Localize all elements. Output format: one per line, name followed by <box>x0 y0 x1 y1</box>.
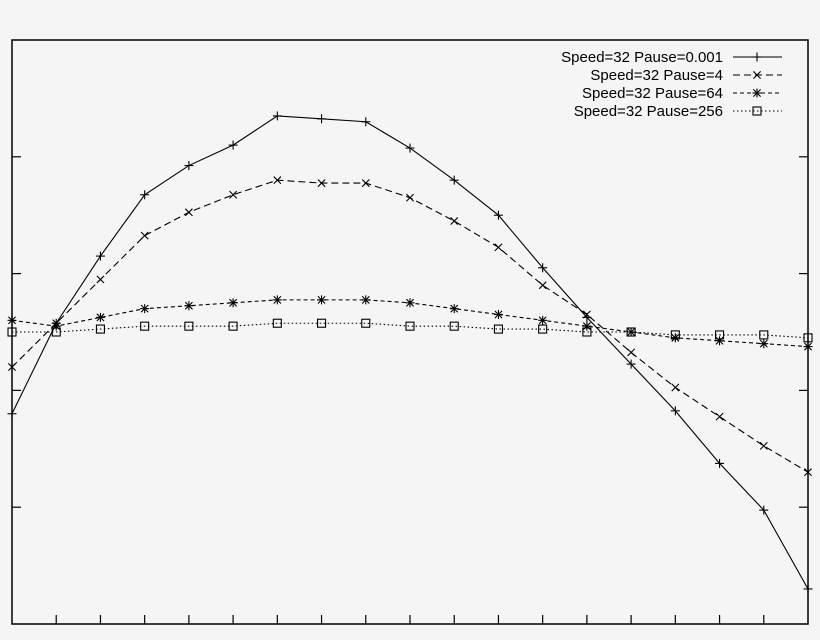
data-point <box>272 111 282 121</box>
data-point <box>670 330 680 340</box>
data-point <box>406 193 414 202</box>
data-point <box>361 295 371 305</box>
data-point <box>228 298 238 308</box>
legend-label: Speed=32 Pause=0.001 <box>561 49 723 66</box>
data-point <box>228 321 238 331</box>
data-point <box>317 114 327 124</box>
data-point <box>538 281 547 290</box>
data-point <box>184 161 194 171</box>
data-point <box>759 505 769 515</box>
data-point <box>405 143 415 153</box>
data-point <box>493 324 503 334</box>
data-point <box>450 217 459 226</box>
data-point <box>95 251 105 261</box>
data-point <box>317 318 327 328</box>
series-lines <box>11 115 809 590</box>
data-point <box>759 339 769 349</box>
data-point <box>715 458 725 468</box>
data-point <box>494 243 503 252</box>
data-point <box>803 333 813 343</box>
data-point <box>627 348 636 357</box>
data-point <box>95 312 105 322</box>
data-point <box>229 190 238 199</box>
data-point <box>582 310 591 319</box>
data-point <box>538 324 548 334</box>
data-point <box>273 176 282 185</box>
data-point <box>184 301 194 311</box>
data-point <box>493 309 503 319</box>
data-point <box>715 412 724 421</box>
legend-swatch-marker <box>752 88 762 98</box>
data-point <box>715 330 725 340</box>
data-point <box>184 208 193 217</box>
data-point <box>582 321 592 331</box>
data-point <box>228 140 238 150</box>
data-point <box>582 327 592 337</box>
legend-label: Speed=32 Pause=4 <box>590 67 723 84</box>
plot-frame <box>11 39 809 625</box>
data-point <box>95 324 105 334</box>
data-point <box>759 441 768 450</box>
data-point <box>670 333 680 343</box>
data-point <box>803 342 813 352</box>
series-line-2 <box>11 179 809 473</box>
data-point <box>317 295 327 305</box>
data-point <box>7 327 17 337</box>
data-point <box>184 321 194 331</box>
data-point <box>272 318 282 328</box>
legend-swatch-marker <box>752 106 762 116</box>
data-point <box>140 304 150 314</box>
data-point <box>361 117 371 127</box>
data-point <box>449 304 459 314</box>
data-point <box>96 275 105 284</box>
data-point <box>140 190 150 200</box>
data-point <box>51 321 61 331</box>
data-point <box>405 298 415 308</box>
data-point <box>493 210 503 220</box>
data-point <box>759 330 769 340</box>
legend-swatch-marker <box>752 52 762 62</box>
legend-swatch-marker <box>753 71 761 79</box>
legend-label: Speed=32 Pause=64 <box>582 85 723 102</box>
data-point <box>671 383 680 392</box>
series-line-1 <box>11 115 809 590</box>
data-point <box>8 363 16 372</box>
data-point <box>449 321 459 331</box>
data-point <box>405 321 415 331</box>
data-point <box>317 179 326 188</box>
data-point <box>626 327 636 337</box>
data-point <box>449 175 459 185</box>
data-point <box>272 295 282 305</box>
data-point <box>7 315 17 325</box>
axis-ticks <box>12 156 808 624</box>
data-point <box>361 318 371 328</box>
data-point <box>51 327 61 337</box>
data-point <box>7 409 17 419</box>
series-markers <box>7 111 813 594</box>
data-point <box>361 179 370 188</box>
data-point <box>538 315 548 325</box>
data-point <box>626 327 636 337</box>
data-point <box>803 584 813 594</box>
data-point <box>804 468 812 477</box>
data-point <box>670 406 680 416</box>
data-point <box>140 231 149 240</box>
data-point <box>715 336 725 346</box>
data-point <box>626 359 636 369</box>
legend-label: Speed=32 Pause=256 <box>574 103 723 120</box>
data-point <box>140 321 150 331</box>
data-point <box>538 263 548 273</box>
